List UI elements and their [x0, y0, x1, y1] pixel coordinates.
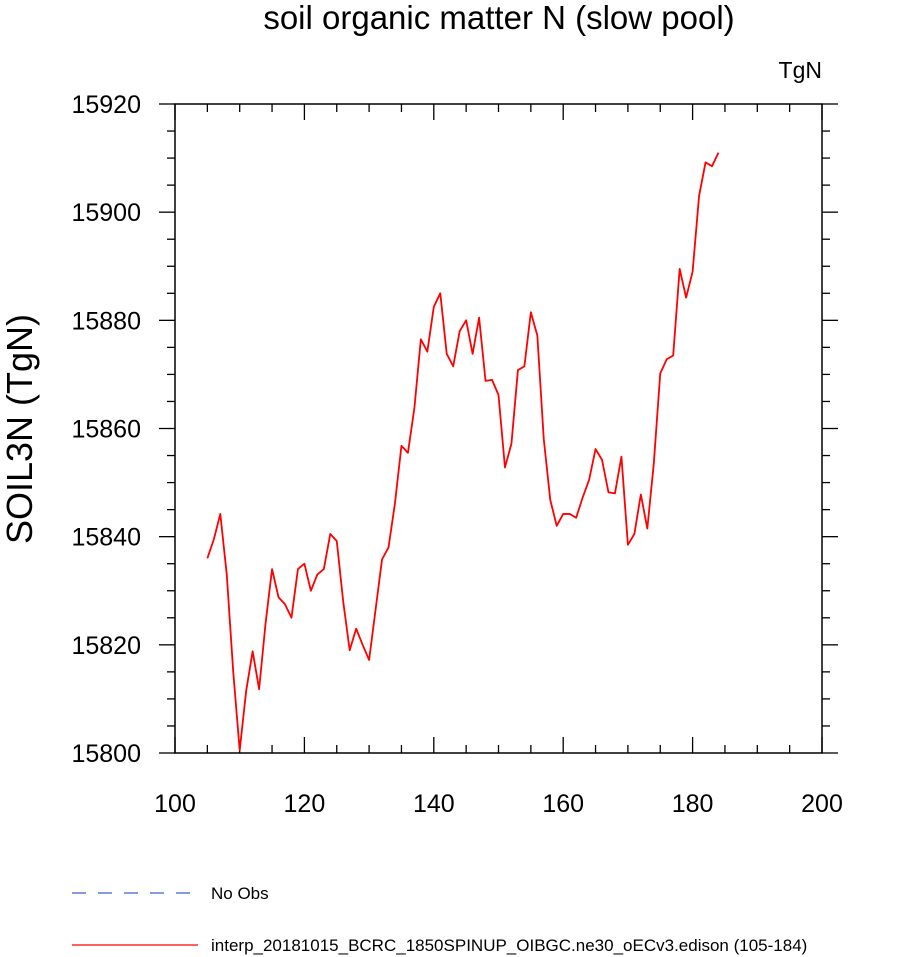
- legend-label-no-obs: No Obs: [211, 884, 269, 903]
- x-tick-label: 200: [801, 790, 843, 818]
- y-tick-label: 15860: [71, 416, 141, 444]
- y-tick-label: 15920: [71, 91, 141, 119]
- y-tick-label: 15840: [71, 524, 141, 552]
- axis-ticks: [159, 103, 838, 754]
- data-series: [206, 152, 720, 752]
- x-tick-label: 140: [413, 790, 455, 818]
- series-line-0: [206, 152, 720, 752]
- legend: No Obs interp_20181015_BCRC_1850SPINUP_O…: [72, 884, 807, 955]
- y-tick-label: 15900: [71, 199, 141, 227]
- unit-label: TgN: [779, 57, 822, 83]
- plot-frame: [174, 103, 823, 754]
- y-tick-label: 15880: [71, 307, 141, 335]
- x-tick-label: 100: [154, 790, 196, 818]
- y-axis-label: SOIL3N (TgN): [0, 314, 40, 544]
- y-tick-label: 15800: [71, 740, 141, 768]
- y-tick-labels: 15800 15820 15840 15860 15880 15900 15920: [71, 91, 141, 768]
- x-tick-labels: 100 120 140 160 180 200: [154, 790, 843, 818]
- chart-title: soil organic matter N (slow pool): [263, 0, 734, 36]
- x-tick-label: 180: [672, 790, 714, 818]
- legend-label-model-run: interp_20181015_BCRC_1850SPINUP_OIBGC.ne…: [211, 936, 807, 955]
- x-tick-label: 120: [284, 790, 326, 818]
- y-tick-label: 15820: [71, 632, 141, 660]
- x-tick-label: 160: [542, 790, 584, 818]
